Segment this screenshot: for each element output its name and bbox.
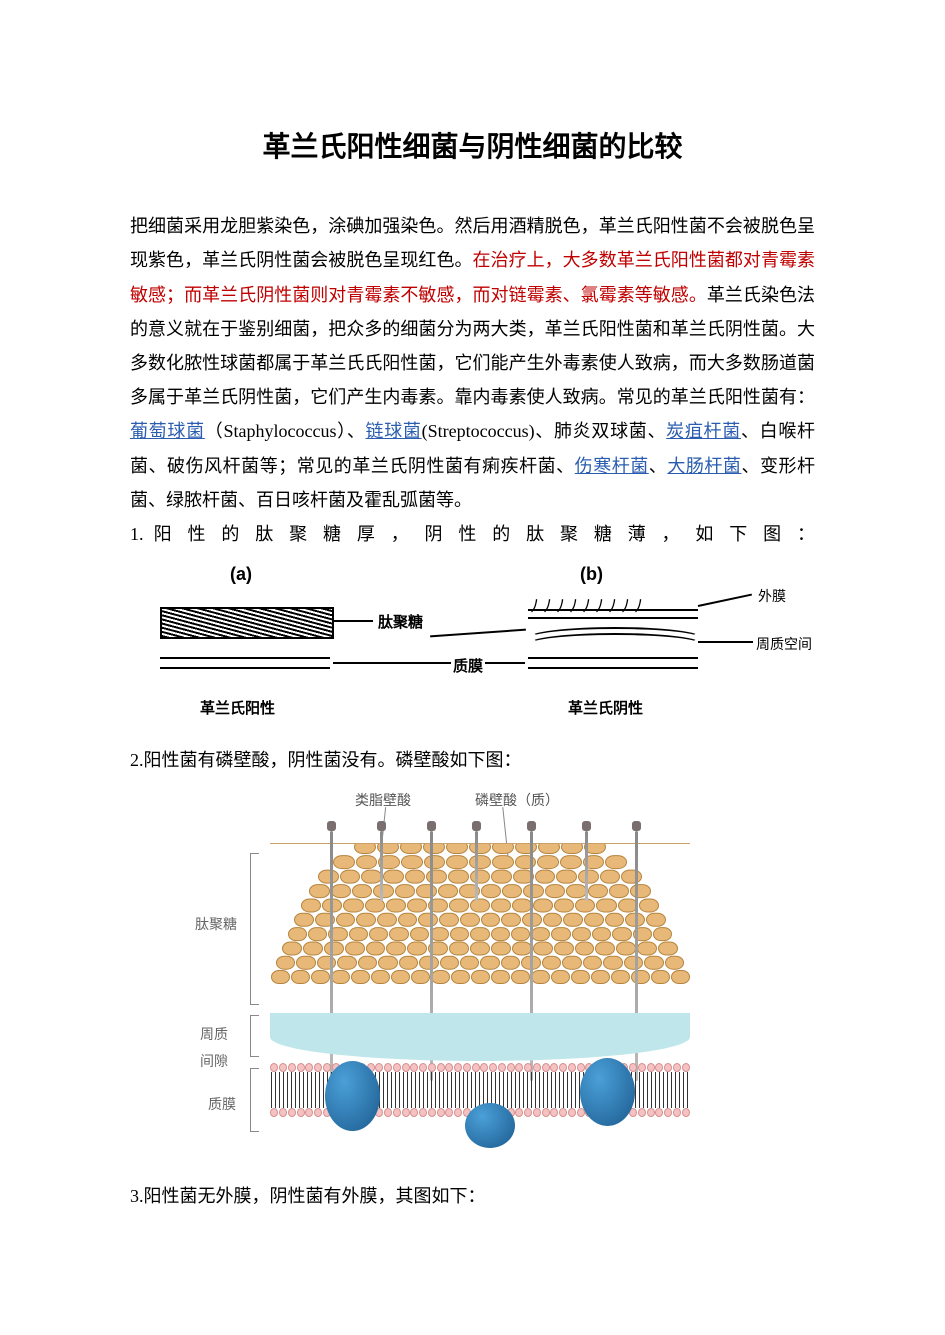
fig1-label-b: (b) — [580, 557, 603, 591]
fig2-label-pm: 质膜 — [208, 1093, 236, 1120]
fig1-label-gram-neg: 革兰氏阴性 — [568, 695, 643, 724]
text: （Staphylococcus）、 — [205, 421, 366, 441]
fig1-lead-line — [698, 594, 752, 607]
fig1-neg-outer-bot — [528, 617, 698, 619]
fig2-label-ta: 磷壁酸（质） — [475, 789, 559, 816]
fig1-label-outer: 外膜 — [758, 583, 786, 610]
figure-1: (a) (b) 肽聚糖 质膜 革兰氏阳性 ﾉﾉﾉﾉﾉﾉﾉﾉﾉ 外膜 周质空间 革… — [150, 557, 815, 737]
fig1-neg-membrane-top — [528, 657, 698, 659]
fig1-lead-line — [430, 629, 526, 638]
fig1-neg-membrane-bot — [528, 667, 698, 669]
item-3-heading: 3.阳性菌无外膜，阴性菌有外膜，其图如下： — [130, 1179, 815, 1213]
fig2-membrane-protein — [580, 1058, 635, 1126]
text: (Streptococcus)、肺炎双球菌、 — [422, 421, 667, 441]
fig2-membrane-protein — [465, 1103, 515, 1148]
fig2-bracket — [250, 1015, 259, 1057]
fig2-periplasm — [270, 1013, 690, 1061]
link-ecoli[interactable]: 大肠杆菌 — [667, 456, 741, 476]
fig1-pos-membrane-top — [160, 657, 330, 659]
item-2-heading: 2.阳性菌有磷壁酸，阴性菌没有。磷壁酸如下图： — [130, 743, 815, 777]
fig1-label-gram-pos: 革兰氏阳性 — [200, 695, 275, 724]
link-salmonella-typhi[interactable]: 伤寒杆菌 — [575, 456, 649, 476]
fig2-label-peri: 周质 间隙 — [200, 1023, 228, 1076]
fig1-neg-outer-top — [528, 609, 698, 611]
fig2-bracket — [250, 1068, 259, 1132]
fig2-label-pep: 肽聚糖 — [195, 913, 237, 940]
text: 、 — [649, 456, 668, 476]
fig1-lead-line — [333, 620, 373, 622]
fig2-peptidoglycan-wall — [270, 843, 690, 1014]
fig1-pos-membrane-bot — [160, 667, 330, 669]
fig1-lead-line — [485, 662, 525, 664]
fig1-label-periplasm: 周质空间 — [756, 631, 812, 658]
figure-2: 类脂壁酸 磷壁酸（质） 肽聚糖 周质 间隙 质膜 — [130, 783, 815, 1173]
fig1-label-a: (a) — [230, 557, 252, 591]
link-staphylococcus[interactable]: 葡萄球菌 — [130, 421, 205, 441]
fig2-bracket — [250, 853, 259, 1005]
link-bacillus-anthracis[interactable]: 炭疽杆菌 — [666, 421, 741, 441]
fig1-thick-peptidoglycan — [160, 607, 334, 639]
fig1-neg-thin-pep — [528, 633, 702, 655]
fig1-lead-line — [333, 662, 451, 664]
fig1-label-peptidoglycan: 肽聚糖 — [378, 609, 423, 638]
link-streptococcus[interactable]: 链球菌 — [366, 421, 422, 441]
fig2-membrane-protein — [325, 1061, 380, 1131]
page-title: 革兰氏阳性细菌与阴性细菌的比较 — [130, 120, 815, 173]
document-page: 革兰氏阳性细菌与阴性细菌的比较 把细菌采用龙胆紫染色，涂碘加强染色。然后用酒精脱… — [0, 0, 945, 1273]
fig1-label-plasma: 质膜 — [453, 653, 483, 682]
item-1-heading: 1. 阳 性 的 肽 聚 糖 厚 ， 阴 性 的 肽 聚 糖 薄 ， 如 下 图… — [130, 517, 815, 551]
fig2-label-lta: 类脂壁酸 — [355, 789, 411, 816]
intro-paragraph: 把细菌采用龙胆紫染色，涂碘加强染色。然后用酒精脱色，革兰氏阳性菌不会被脱色呈现紫… — [130, 209, 815, 517]
fig1-outer-membrane-ticks: ﾉﾉﾉﾉﾉﾉﾉﾉﾉ — [530, 590, 647, 624]
fig1-lead-line — [698, 641, 753, 643]
